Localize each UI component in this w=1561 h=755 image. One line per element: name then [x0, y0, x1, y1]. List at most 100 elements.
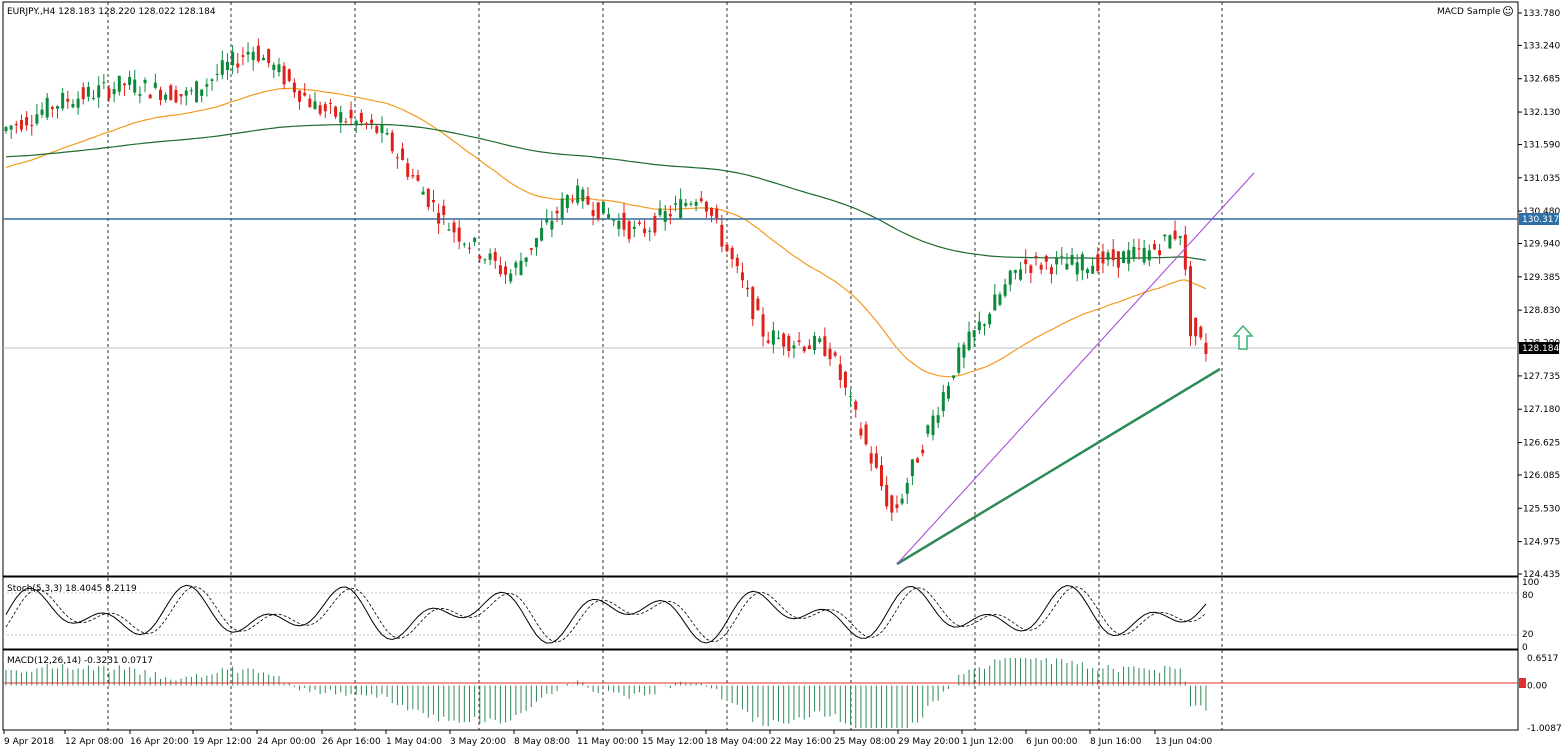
candle	[153, 73, 157, 90]
candle	[1116, 251, 1120, 278]
candle	[715, 204, 719, 224]
candle	[308, 94, 312, 108]
candle	[390, 129, 394, 154]
candle	[936, 406, 940, 429]
trendline-purple[interactable]	[896, 172, 1255, 565]
candle	[272, 62, 276, 78]
candle	[1013, 269, 1017, 280]
candle	[988, 311, 992, 328]
stoch-tick-label: 0	[1522, 643, 1528, 653]
time-tick-label: 15 May 12:00	[642, 737, 704, 747]
candle	[1070, 247, 1074, 266]
candle	[622, 203, 626, 237]
candle	[215, 64, 219, 82]
stoch-signal-line	[5, 586, 1207, 643]
candle	[617, 213, 621, 237]
candle	[756, 295, 760, 311]
macd-tick-label: 0.6517	[1527, 654, 1559, 664]
candle	[298, 90, 302, 110]
candle	[246, 42, 250, 63]
candle	[983, 323, 986, 336]
candle	[607, 207, 611, 220]
candle	[761, 307, 765, 347]
candle	[874, 446, 878, 470]
candle	[699, 190, 703, 204]
candle	[777, 330, 780, 340]
price-tick-label: 130.480	[1523, 207, 1560, 217]
vertical-grid	[107, 2, 1223, 730]
candle	[504, 261, 508, 284]
candle	[792, 340, 796, 359]
time-tick-label: 26 Apr 16:00	[322, 737, 381, 747]
ma-short-line	[5, 87, 1207, 378]
candle	[205, 78, 209, 97]
candle	[993, 284, 997, 311]
candle	[231, 45, 235, 75]
candle	[349, 101, 353, 126]
candle	[359, 109, 363, 126]
price-tick-label: 129.940	[1523, 240, 1560, 250]
candle	[823, 327, 827, 357]
candle	[1008, 269, 1012, 292]
candle	[797, 332, 801, 346]
candle	[612, 218, 616, 227]
price-axis: 133.780 133.240 132.685 132.130 131.590 131.0…	[1518, 9, 1560, 580]
candle	[900, 493, 904, 506]
candle	[97, 76, 101, 108]
candle	[1132, 238, 1136, 262]
candle	[998, 291, 1002, 307]
expert-label: MACD Sample	[1437, 7, 1501, 17]
candles	[4, 38, 1208, 521]
candle	[694, 199, 698, 212]
candle	[1168, 234, 1172, 250]
candle	[751, 286, 755, 327]
candle	[1178, 235, 1182, 246]
candle	[498, 256, 502, 277]
candle	[447, 222, 451, 232]
candle	[787, 333, 791, 358]
candle	[534, 237, 538, 256]
candle	[19, 114, 23, 133]
candle	[890, 494, 894, 521]
current-price-tag-text: 128.184	[1522, 344, 1559, 354]
macd-axis: 0.6517 0.00 -1.0087	[1527, 654, 1561, 734]
candle	[540, 219, 544, 242]
time-tick-label: 8 May 08:00	[514, 737, 570, 747]
candle	[1034, 251, 1038, 266]
stoch-tick-label: 20	[1522, 630, 1534, 640]
candle	[710, 207, 714, 223]
candle	[730, 245, 734, 268]
candle	[71, 99, 75, 109]
candle	[704, 200, 708, 218]
candle	[86, 81, 90, 102]
price-tick-label: 126.085	[1523, 471, 1560, 481]
candle	[431, 189, 435, 212]
trendline-support[interactable]	[896, 367, 1221, 566]
candle	[967, 321, 971, 352]
candle	[1044, 254, 1048, 270]
price-tick-label: 129.385	[1523, 273, 1560, 283]
candle	[679, 188, 683, 220]
candle	[1029, 264, 1033, 283]
candle	[401, 142, 405, 161]
up-arrow-icon[interactable]	[1232, 324, 1254, 350]
candle	[632, 220, 636, 238]
candle	[107, 85, 111, 103]
candle	[25, 111, 29, 131]
price-tick-label: 132.685	[1523, 75, 1560, 85]
candle	[323, 101, 327, 118]
candle	[169, 83, 173, 101]
candle	[128, 70, 132, 90]
macd-pane-frame	[2, 649, 1519, 731]
candle	[457, 220, 461, 250]
candle	[380, 116, 384, 143]
candle	[916, 457, 920, 463]
candle	[833, 350, 837, 358]
candle	[4, 125, 8, 134]
candle	[957, 342, 961, 375]
candle	[282, 62, 286, 89]
candle	[241, 47, 245, 66]
stoch-axis: 100 80 20 0	[1522, 578, 1539, 653]
